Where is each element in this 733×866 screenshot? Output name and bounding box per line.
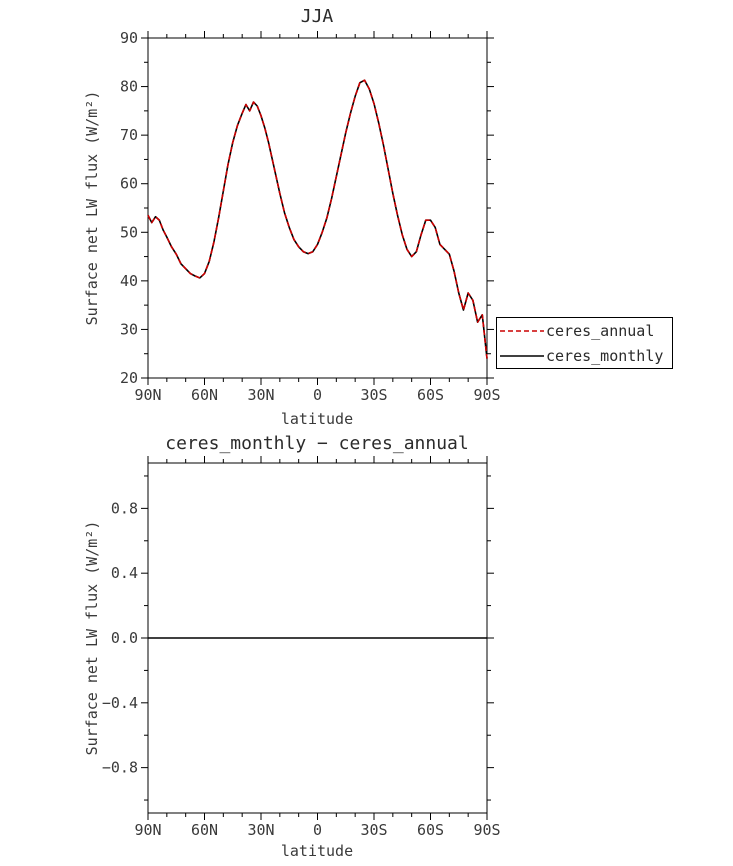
x-tick-label: 60S xyxy=(417,386,444,404)
plot-frame xyxy=(147,37,488,379)
bottom-x-axis-label: latitude xyxy=(281,842,353,860)
x-tick-label: 30S xyxy=(360,386,387,404)
legend-label-ceres-annual: ceres_annual xyxy=(546,322,654,340)
top-chart: JJA Surface net LW flux (W/m²) latitude … xyxy=(83,6,673,428)
series-line-ceres_monthly xyxy=(147,79,488,359)
top-y-axis-label: Surface net LW flux (W/m²) xyxy=(83,91,101,326)
y-tick-label: 50 xyxy=(120,223,138,241)
x-tick-label: 90S xyxy=(473,821,500,839)
y-tick-label: 0.4 xyxy=(111,564,138,582)
y-tick-label: 30 xyxy=(120,320,138,338)
top-x-axis-label: latitude xyxy=(281,410,353,428)
y-tick-label: 0.8 xyxy=(111,499,138,517)
legend-box xyxy=(496,317,673,369)
x-tick-label: 60N xyxy=(191,821,218,839)
x-tick-label: 60S xyxy=(417,821,444,839)
x-tick-label: 90N xyxy=(134,386,161,404)
bottom-chart: ceres_monthly − ceres_annual Surface net… xyxy=(83,435,501,860)
y-tick-label: 70 xyxy=(120,126,138,144)
y-tick-label: −0.8 xyxy=(102,759,138,777)
legend-label-ceres-monthly: ceres_monthly xyxy=(546,347,663,365)
bottom-plot-area: 90N 60N 30N 0 30S 60S 90S −0.8 −0.4 0.0 0.4 0.8 xyxy=(102,456,501,839)
x-tick-label: 30N xyxy=(247,386,274,404)
top-plot-area: 90N 60N 30N 0 30S 60S 90S 20 30 40 50 60 70 80 90 xyxy=(120,29,501,404)
x-tick-label: 0 xyxy=(313,386,322,404)
y-tick-label: 90 xyxy=(120,29,138,47)
y-tick-label: 60 xyxy=(120,175,138,193)
top-chart-title: JJA xyxy=(301,6,334,27)
bottom-y-axis-label: Surface net LW flux (W/m²) xyxy=(83,521,101,756)
y-tick-label: −0.4 xyxy=(102,694,138,712)
y-tick-label: 80 xyxy=(120,78,138,96)
x-tick-label: 90S xyxy=(473,386,500,404)
x-tick-label: 90N xyxy=(134,821,161,839)
y-tick-label: 20 xyxy=(120,369,138,387)
series-line-ceres_annual xyxy=(147,79,488,359)
x-tick-label: 30S xyxy=(360,821,387,839)
legend: ceres_annual ceres_monthly xyxy=(496,317,673,369)
y-tick-label: 0.0 xyxy=(111,629,138,647)
y-tick-label: 40 xyxy=(120,272,138,290)
x-tick-label: 0 xyxy=(313,821,322,839)
x-tick-label: 30N xyxy=(247,821,274,839)
bottom-chart-title: ceres_monthly − ceres_annual xyxy=(165,435,468,454)
x-tick-label: 60N xyxy=(191,386,218,404)
